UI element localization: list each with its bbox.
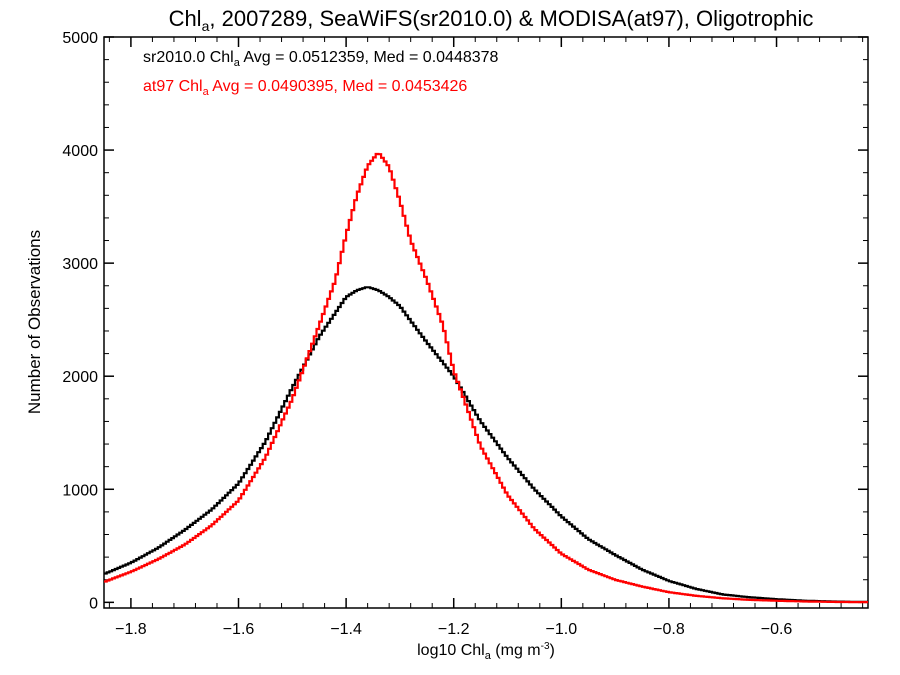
y-tick-label: 0 [89,595,98,612]
x-tick-label: −1.6 [223,621,255,638]
series-sr2010-line [104,286,868,603]
plot-frame [103,36,869,609]
annotation-sr2010-subscript: a [234,57,241,69]
annotation-sr2010-pre: sr2010.0 Chl [143,49,234,66]
title-main: Chl [169,6,202,31]
x-tick-label: −1.8 [115,621,147,638]
x-label-subscript: a [485,650,492,662]
title-rest: , 2007289, SeaWiFS(sr2010.0) & MODISA(at… [209,6,813,31]
y-axis-label: Number of Observations [25,230,44,414]
series-at97-line [104,152,868,604]
annotation-sr2010: sr2010.0 Chla Avg = 0.0512359, Med = 0.0… [143,49,499,69]
x-label-post: ) [550,642,555,659]
annotation-at97-subscript: a [203,86,210,98]
y-tick-label: 5000 [62,30,98,47]
annotation-at97: at97 Chla Avg = 0.0490395, Med = 0.04534… [143,78,467,98]
y-axis-ticks: 0 1000 2000 3000 4000 5000 [62,30,868,612]
x-label-superscript: -3 [541,641,550,652]
annotation-at97-post: Avg = 0.0490395, Med = 0.0453426 [209,78,468,95]
x-label-mid: (mg m [491,642,541,659]
chart-title: Chla, 2007289, SeaWiFS(sr2010.0) & MODIS… [169,6,814,34]
annotation-at97-pre: at97 Chl [143,78,203,95]
x-tick-label: −1.4 [330,621,362,638]
y-tick-label: 4000 [62,143,98,160]
series-lines [104,152,868,604]
x-tick-label: −0.6 [761,621,793,638]
x-axis-label: log10 Chla (mg m-3) [417,641,555,662]
y-tick-label: 1000 [62,482,98,499]
y-tick-label: 3000 [62,256,98,273]
x-axis-ticks: −1.8 −1.6 −1.4 −1.2 −1.0 −0.8 −0.6 [108,37,864,638]
title-subscript: a [202,18,210,34]
x-label-pre: log10 Chl [417,642,485,659]
x-tick-label: −0.8 [653,621,685,638]
x-tick-label: −1.0 [546,621,578,638]
y-tick-label: 2000 [62,369,98,386]
x-tick-label: −1.2 [438,621,470,638]
annotation-sr2010-post: Avg = 0.0512359, Med = 0.0448378 [240,49,499,66]
